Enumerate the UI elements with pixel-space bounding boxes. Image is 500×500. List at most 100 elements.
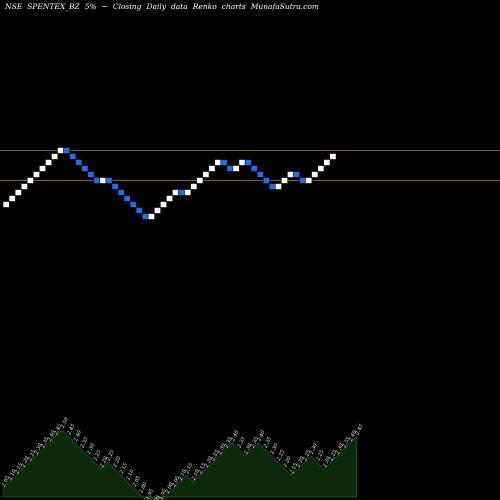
price-label: 2.30 xyxy=(217,442,228,456)
renko-brick-up xyxy=(274,183,282,190)
renko-brick-up xyxy=(32,171,40,178)
title-charts-word: charts xyxy=(221,2,246,11)
renko-brick-down xyxy=(81,165,89,172)
renko-brick-down xyxy=(135,207,143,214)
title-data-word: data xyxy=(170,2,188,11)
renko-brick-up xyxy=(190,183,198,190)
price-label: 2.10 xyxy=(177,468,188,482)
renko-brick-down xyxy=(293,171,301,178)
chart-title: NSE SPENTEX_BZ 5% ~ Closing Daily data Renko cha… xyxy=(5,2,324,11)
price-label: 2.20 xyxy=(282,455,293,469)
price-label: 2.40 xyxy=(348,429,359,443)
price-label: 2.25 xyxy=(315,449,326,463)
price-area-panel xyxy=(0,429,358,500)
price-label: 2.10 xyxy=(125,468,136,482)
price-area xyxy=(2,429,358,500)
renko-brick-up xyxy=(57,147,65,154)
price-label: 2.40 xyxy=(256,429,267,443)
price-label: 2.45 xyxy=(53,423,64,437)
price-label: 2.25 xyxy=(27,449,38,463)
renko-brick-up xyxy=(38,165,46,172)
renko-brick-down xyxy=(93,177,101,184)
renko-brick-down xyxy=(87,171,95,178)
price-label: 2.20 xyxy=(99,455,110,469)
title-change: 5% xyxy=(84,2,97,11)
title-chart-kind: Renko xyxy=(192,2,217,11)
renko-brick-up xyxy=(323,159,331,166)
price-label: 2.30 xyxy=(86,442,97,456)
price-label: 1.95 xyxy=(145,488,155,500)
renko-brick-down xyxy=(63,147,71,154)
price-label: 2.20 xyxy=(321,455,332,469)
renko-brick-down xyxy=(141,213,149,220)
price-label: 2.20 xyxy=(20,455,31,469)
price-label: 1.90 xyxy=(152,494,162,500)
price-label: 2.25 xyxy=(210,449,221,463)
price-label: 2.30 xyxy=(269,442,280,456)
renko-brick-up xyxy=(14,189,22,196)
renko-brick-down xyxy=(268,183,276,190)
renko-brick-up xyxy=(20,183,28,190)
renko-brick-up xyxy=(214,159,222,166)
title-arrow: ~ xyxy=(101,2,108,11)
renko-brick-up xyxy=(238,159,246,166)
price-labels: 2.052.102.152.202.252.302.352.402.452.50… xyxy=(0,416,364,500)
price-label: 2.05 xyxy=(0,475,11,489)
renko-brick-up xyxy=(26,177,34,184)
price-label: 2.10 xyxy=(7,468,18,482)
renko-brick-up xyxy=(51,153,59,160)
renko-brick-down xyxy=(299,177,307,184)
renko-brick-down xyxy=(117,189,125,196)
renko-brick-up xyxy=(280,177,288,184)
price-label: 2.20 xyxy=(295,455,306,469)
renko-brick-up xyxy=(160,201,168,208)
renko-brick-up xyxy=(317,165,325,172)
price-label: 2.45 xyxy=(66,423,77,437)
renko-brick-down xyxy=(111,183,119,190)
price-label: 2.25 xyxy=(302,449,313,463)
price-label: 2.15 xyxy=(118,462,129,476)
price-label: 2.50 xyxy=(59,416,70,430)
price-label: 2.30 xyxy=(33,442,44,456)
renko-brick-down xyxy=(220,159,228,166)
renko-brick-down xyxy=(250,165,258,172)
renko-brick-up xyxy=(153,207,161,214)
price-label: 2.35 xyxy=(236,436,247,450)
price-label: 2.25 xyxy=(105,449,116,463)
renko-brick-up xyxy=(208,165,216,172)
renko-brick-up xyxy=(8,195,16,202)
renko-brick-up xyxy=(305,177,313,184)
renko-brick-up xyxy=(232,165,240,172)
renko-brick-down xyxy=(226,165,234,172)
reference-lines xyxy=(0,150,500,181)
renko-brick-up xyxy=(172,189,180,196)
price-label: 2.25 xyxy=(92,449,103,463)
price-label: 2.00 xyxy=(138,481,149,495)
price-label: 2.15 xyxy=(197,462,208,476)
renko-bricks xyxy=(2,147,337,220)
price-label: 2.35 xyxy=(79,436,90,450)
renko-brick-down xyxy=(244,159,252,166)
price-label: 2.35 xyxy=(40,436,51,450)
price-label: 2.30 xyxy=(308,442,319,456)
price-label: 2.25 xyxy=(328,449,339,463)
price-label: 2.40 xyxy=(46,429,57,443)
title-interval: Daily xyxy=(146,2,166,11)
renko-brick-down xyxy=(262,177,270,184)
renko-brick-up xyxy=(311,171,319,178)
price-label: 2.15 xyxy=(14,462,25,476)
renko-brick-down xyxy=(129,201,137,208)
price-label: 2.10 xyxy=(190,468,201,482)
price-label: 2.00 xyxy=(164,481,175,495)
renko-brick-up xyxy=(329,153,337,160)
price-label: 2.40 xyxy=(73,429,84,443)
price-label: 2.45 xyxy=(354,423,365,437)
price-label: 2.30 xyxy=(243,442,254,456)
price-label: 2.35 xyxy=(262,436,273,450)
title-symbol: SPENTEX_BZ xyxy=(27,2,80,11)
renko-brick-up xyxy=(45,159,53,166)
price-label: 2.40 xyxy=(230,429,241,443)
price-label: 2.05 xyxy=(131,475,142,489)
price-label: 2.30 xyxy=(335,442,346,456)
